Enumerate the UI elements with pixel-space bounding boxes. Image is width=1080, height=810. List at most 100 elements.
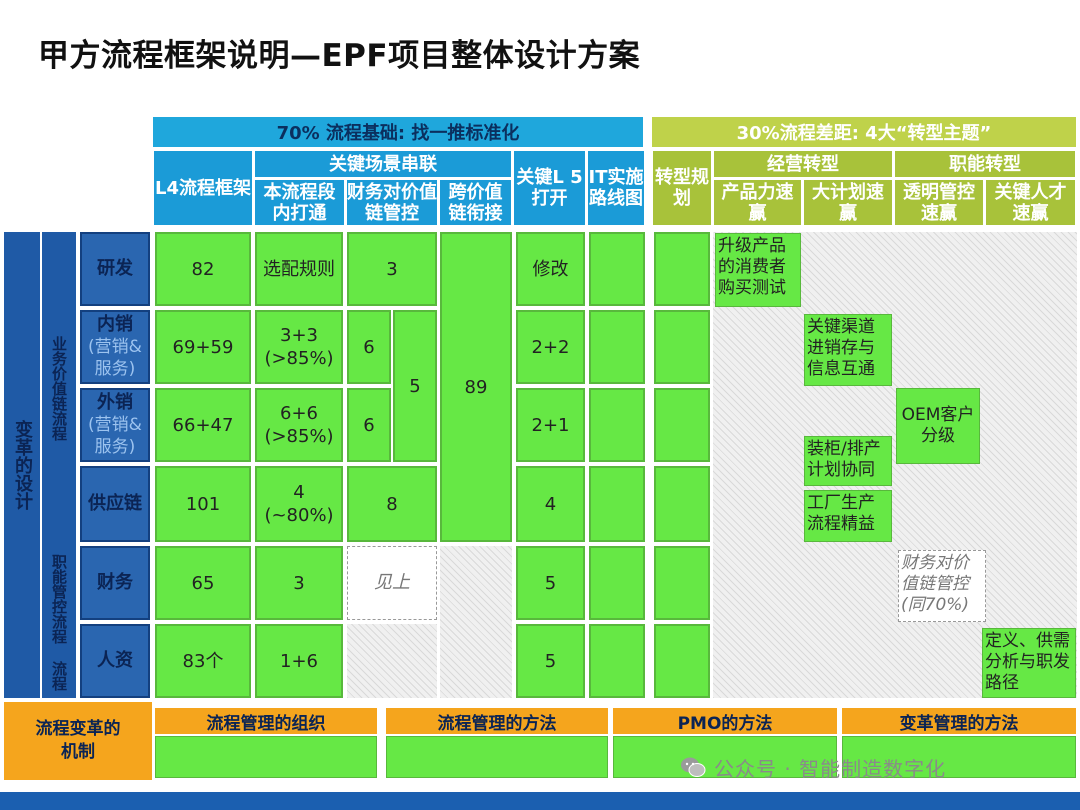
cell-inner-finance: 3 — [255, 546, 343, 620]
row-domestic-label: 内销 — [97, 314, 133, 335]
cell-l5-supply: 4 — [516, 466, 585, 542]
page-title: 甲方流程框架说明—EPF项目整体设计方案 — [38, 38, 641, 74]
side-business-chain: 业务价值链流程 — [42, 232, 76, 544]
row-rd-label: 研发 — [97, 258, 133, 279]
cell-inner-domestic: 3+3 (>85%) — [255, 310, 343, 384]
note-product-test: 升级产品的消费者购买测试 — [715, 233, 801, 307]
cell-fin-export: 6 — [347, 388, 391, 462]
footer-pmo-body — [613, 736, 837, 778]
row-header-supply: 供应链 — [80, 466, 150, 542]
side-business-chain-label: 业务价值链流程 — [50, 335, 68, 441]
watermark: 公众号 · 智能制造数字化 — [680, 752, 1020, 782]
header-product-power: 产品力速赢 — [713, 179, 802, 226]
side-chain-column: 业务价值链流程 职能管控流程 流程 — [42, 232, 76, 698]
header-30-bar: 30%流程差距: 4大“转型主题” — [652, 117, 1076, 147]
bottom-stripe — [0, 792, 1080, 810]
footer-change-header: 变革管理的方法 — [842, 708, 1076, 734]
note-channel-sync: 关键渠道进销存与信息互通 — [804, 314, 892, 386]
cell-it-finance — [589, 546, 645, 620]
header-it-roadmap: IT实施路线图 — [587, 150, 645, 226]
header-function-transform: 职能转型 — [894, 150, 1076, 178]
row-header-finance: 财务 — [80, 546, 150, 620]
row-hr-label: 人资 — [97, 650, 133, 671]
header-l4-framework: L4流程框架 — [153, 150, 253, 226]
side-flow-label: 流程 — [50, 661, 68, 691]
footer-method-body — [386, 736, 608, 778]
row-header-export: 外销 (营销&服务) — [80, 388, 150, 462]
cell-plan-rd — [654, 232, 710, 306]
footer-change-body — [842, 736, 1076, 778]
cell-fin-domestic: 6 — [347, 310, 391, 384]
note-factory-lean: 工厂生产流程精益 — [804, 490, 892, 542]
cell-l4-hr: 83个 — [155, 624, 251, 698]
cell-inner-rd: 选配规则 — [255, 232, 343, 306]
cell-inner-hr: 1+6 — [255, 624, 343, 698]
row-finance-label: 财务 — [97, 572, 133, 593]
hatched-area — [440, 546, 512, 698]
cell-inner-export: 6+6 (>85%) — [255, 388, 343, 462]
side-flow: 流程 — [42, 654, 76, 698]
cell-l4-supply: 101 — [155, 466, 251, 542]
cell-fin-supply: 8 — [347, 466, 437, 542]
row-supply-label: 供应链 — [88, 493, 142, 514]
side-change-design: 变革的设计 — [4, 232, 40, 698]
cell-l5-export: 2+1 — [516, 388, 585, 462]
cell-l5-rd: 修改 — [516, 232, 585, 306]
cell-cross-chain-merged: 89 — [440, 232, 512, 542]
cell-fin-rd: 3 — [347, 232, 437, 306]
header-big-plan: 大计划速赢 — [803, 179, 893, 226]
header-business-transform: 经营转型 — [713, 150, 893, 178]
note-talent-path: 定义、供需分析与职发路径 — [982, 628, 1076, 698]
header-cross-chain: 跨价值链衔接 — [439, 179, 512, 226]
header-finance-control: 财务对价值链管控 — [346, 179, 438, 226]
cell-inner-supply: 4 (~80%) — [255, 466, 343, 542]
cell-fin-merged: 5 — [393, 310, 437, 462]
header-key-l5: 关键L 5打开 — [513, 150, 586, 226]
header-key-talent: 关键人才速赢 — [985, 179, 1076, 226]
cell-it-rd — [589, 232, 645, 306]
watermark-text: 公众号 · 智能制造数字化 — [714, 756, 947, 781]
header-transform-plan: 转型规划 — [652, 150, 712, 226]
footer-org-header: 流程管理的组织 — [155, 708, 377, 734]
row-header-rd: 研发 — [80, 232, 150, 306]
header-inner-connect: 本流程段内打通 — [254, 179, 345, 226]
cell-plan-export — [654, 388, 710, 462]
row-header-domestic: 内销 (营销&服务) — [80, 310, 150, 384]
cell-fin-finance: 见上 — [347, 546, 437, 620]
footer-method-header: 流程管理的方法 — [386, 708, 608, 734]
hatched-area — [713, 232, 1077, 698]
row-header-hr: 人资 — [80, 624, 150, 698]
row-domestic-sub: (营销&服务) — [88, 337, 142, 379]
cell-it-export — [589, 388, 645, 462]
row-export-sub: (营销&服务) — [88, 415, 142, 457]
hatched-area — [347, 624, 437, 698]
cell-l4-finance: 65 — [155, 546, 251, 620]
header-transparent-control: 透明管控速赢 — [894, 179, 984, 226]
cell-l5-hr: 5 — [516, 624, 585, 698]
side-change-design-label: 变革的设计 — [12, 420, 33, 510]
cell-l4-rd: 82 — [155, 232, 251, 306]
side-function-flow: 职能管控流程 — [42, 544, 76, 654]
footer-org-body — [155, 736, 377, 778]
cell-l5-finance: 5 — [516, 546, 585, 620]
header-70-bar: 70% 流程基础: 找一推标准化 — [153, 117, 643, 147]
header-key-scene: 关键场景串联 — [254, 150, 512, 178]
note-container-plan: 装柜/排产计划协同 — [804, 436, 892, 486]
cell-it-domestic — [589, 310, 645, 384]
row-export-label: 外销 — [97, 392, 133, 413]
footer-mechanism: 流程变革的机制 — [4, 702, 152, 780]
wechat-icon — [680, 756, 706, 778]
cell-it-hr — [589, 624, 645, 698]
note-oem-tier: OEM客户分级 — [896, 388, 980, 464]
side-function-flow-label: 职能管控流程 — [50, 554, 68, 644]
note-finance-same: 财务对价值链管控(同70%) — [898, 550, 986, 622]
cell-plan-domestic — [654, 310, 710, 384]
cell-plan-finance — [654, 546, 710, 620]
cell-l5-domestic: 2+2 — [516, 310, 585, 384]
footer-pmo-header: PMO的方法 — [613, 708, 837, 734]
cell-it-supply — [589, 466, 645, 542]
cell-l4-domestic: 69+59 — [155, 310, 251, 384]
cell-plan-supply — [654, 466, 710, 542]
cell-l4-export: 66+47 — [155, 388, 251, 462]
cell-plan-hr — [654, 624, 710, 698]
